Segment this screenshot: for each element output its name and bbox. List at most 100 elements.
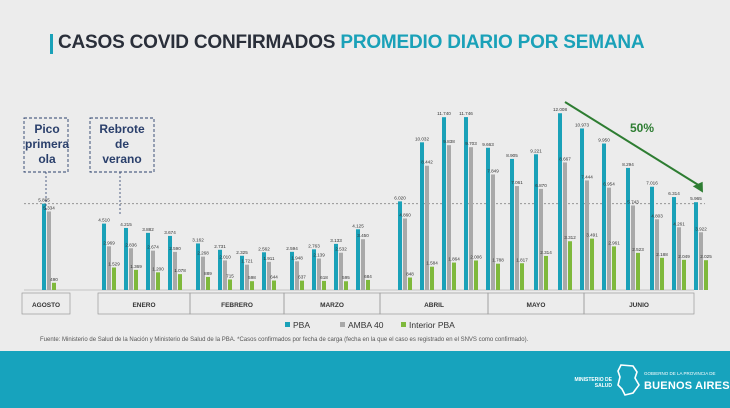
data-label: 5.965 — [690, 196, 702, 201]
bar-amba-40-9 — [295, 261, 299, 290]
bar-interior-pba-25 — [682, 259, 686, 290]
title-part-2: PROMEDIO DIARIO POR SEMANA — [340, 32, 645, 53]
data-label: 848 — [406, 272, 414, 277]
data-label: 3.162 — [192, 237, 204, 242]
bar-pba-19 — [534, 154, 538, 290]
bar-interior-pba-19 — [544, 255, 548, 290]
data-label: 2.188 — [656, 252, 668, 257]
bar-pba-7 — [240, 255, 244, 290]
gobierno-label: GOBIERNO DE LA PROVINCIA DE — [644, 371, 716, 376]
data-label: 684 — [364, 274, 372, 279]
month-box — [583, 292, 695, 315]
data-label: 10.973 — [575, 122, 589, 127]
bar-amba-40-13 — [403, 218, 407, 290]
data-label: 618 — [320, 275, 328, 280]
bar-interior-pba-17 — [496, 263, 500, 290]
bar-interior-pba-16 — [474, 260, 478, 290]
bar-pba-22 — [602, 143, 606, 290]
legend-swatch — [285, 322, 290, 327]
data-label: 6.020 — [394, 195, 406, 200]
data-label: 5.865 — [38, 198, 50, 203]
data-label: 8.905 — [506, 153, 518, 158]
bar-interior-pba-2 — [134, 269, 138, 290]
data-label: 6.314 — [668, 191, 680, 196]
data-label: 2.969 — [103, 240, 115, 245]
bar-pba-20 — [558, 113, 562, 290]
data-label: 644 — [270, 275, 278, 280]
bar-pba-10 — [312, 249, 316, 290]
annotation-text: ola — [38, 152, 56, 166]
bar-interior-pba-5 — [206, 276, 210, 290]
bar-amba-40-15 — [447, 145, 451, 290]
bar-amba-40-16 — [469, 147, 473, 290]
data-label: 595 — [342, 275, 350, 280]
annotation-text: de — [115, 137, 129, 151]
ministerio-logo-text: MINISTERIO DE SALUD — [574, 377, 612, 389]
month-label: FEBRERO — [221, 302, 253, 309]
bar-interior-pba-3 — [156, 272, 160, 290]
data-label: 8.294 — [622, 162, 634, 167]
data-label: 2.532 — [335, 247, 347, 252]
data-label: 2.961 — [608, 240, 620, 245]
bar-amba-40-11 — [339, 252, 343, 290]
bar-pba-24 — [650, 186, 654, 290]
data-label: 12.008 — [553, 107, 567, 112]
data-label: 715 — [226, 273, 234, 278]
data-label: 3.450 — [357, 233, 369, 238]
bar-pba-18 — [510, 158, 514, 290]
data-label: 3.674 — [164, 230, 176, 235]
legend-swatch — [340, 322, 345, 327]
data-label: 5.743 — [627, 199, 639, 204]
bar-interior-pba-26 — [704, 260, 708, 290]
data-label: 2.268 — [197, 251, 209, 256]
bar-pba-8 — [262, 252, 266, 290]
data-label: 8.442 — [421, 160, 433, 165]
bar-interior-pba-12 — [366, 279, 370, 290]
bar-interior-pba-1 — [112, 267, 116, 290]
bar-interior-pba-18 — [520, 263, 524, 290]
data-label: 1.200 — [152, 266, 164, 271]
data-label: 4.803 — [651, 213, 663, 218]
data-label: 7.061 — [511, 180, 523, 185]
data-label: 2.562 — [258, 246, 270, 251]
bar-pba-26 — [694, 202, 698, 290]
bar-pba-23 — [626, 167, 630, 290]
bar-interior-pba-24 — [660, 257, 664, 290]
data-label: 2.325 — [236, 250, 248, 255]
data-label: 889 — [204, 271, 212, 276]
bar-amba-40-6 — [223, 260, 227, 290]
data-label: 2.731 — [214, 244, 226, 249]
bar-amba-40-17 — [491, 174, 495, 290]
data-label: 7.444 — [581, 174, 593, 179]
data-label: 2.025 — [700, 254, 712, 259]
data-label: 2.523 — [632, 247, 644, 252]
bar-amba-40-7 — [245, 264, 249, 290]
data-label: 3.133 — [330, 238, 342, 243]
data-label: 490 — [50, 277, 58, 282]
month-label: MARZO — [320, 302, 344, 309]
month-label: ABRIL — [424, 302, 444, 309]
data-label: 598 — [248, 275, 256, 280]
data-label: 11.740 — [437, 111, 451, 116]
data-label: 6.870 — [535, 183, 547, 188]
bar-pba-21 — [580, 128, 584, 290]
legend-swatch — [401, 322, 406, 327]
chart-title: CASOS COVID CONFIRMADOS PROMEDIO DIARIO … — [58, 32, 645, 54]
data-label: 1.817 — [516, 257, 528, 262]
data-label: 4.125 — [352, 223, 364, 228]
bar-interior-pba-14 — [430, 266, 434, 290]
data-label: 2.010 — [219, 254, 231, 259]
data-label: 1.948 — [291, 255, 303, 260]
bar-amba-40-24 — [655, 219, 659, 290]
data-label: 1.788 — [492, 258, 504, 263]
bar-amba-40-5 — [201, 256, 205, 290]
data-label: 1.864 — [448, 257, 460, 262]
data-label: 1.369 — [130, 264, 142, 269]
annotation-box — [89, 117, 155, 173]
bar-amba-40-10 — [317, 258, 321, 290]
bar-amba-40-0 — [47, 211, 51, 290]
bar-interior-pba-4 — [178, 274, 182, 290]
bar-amba-40-1 — [107, 246, 111, 290]
data-label: 2.594 — [286, 246, 298, 251]
bar-pba-5 — [196, 243, 200, 290]
